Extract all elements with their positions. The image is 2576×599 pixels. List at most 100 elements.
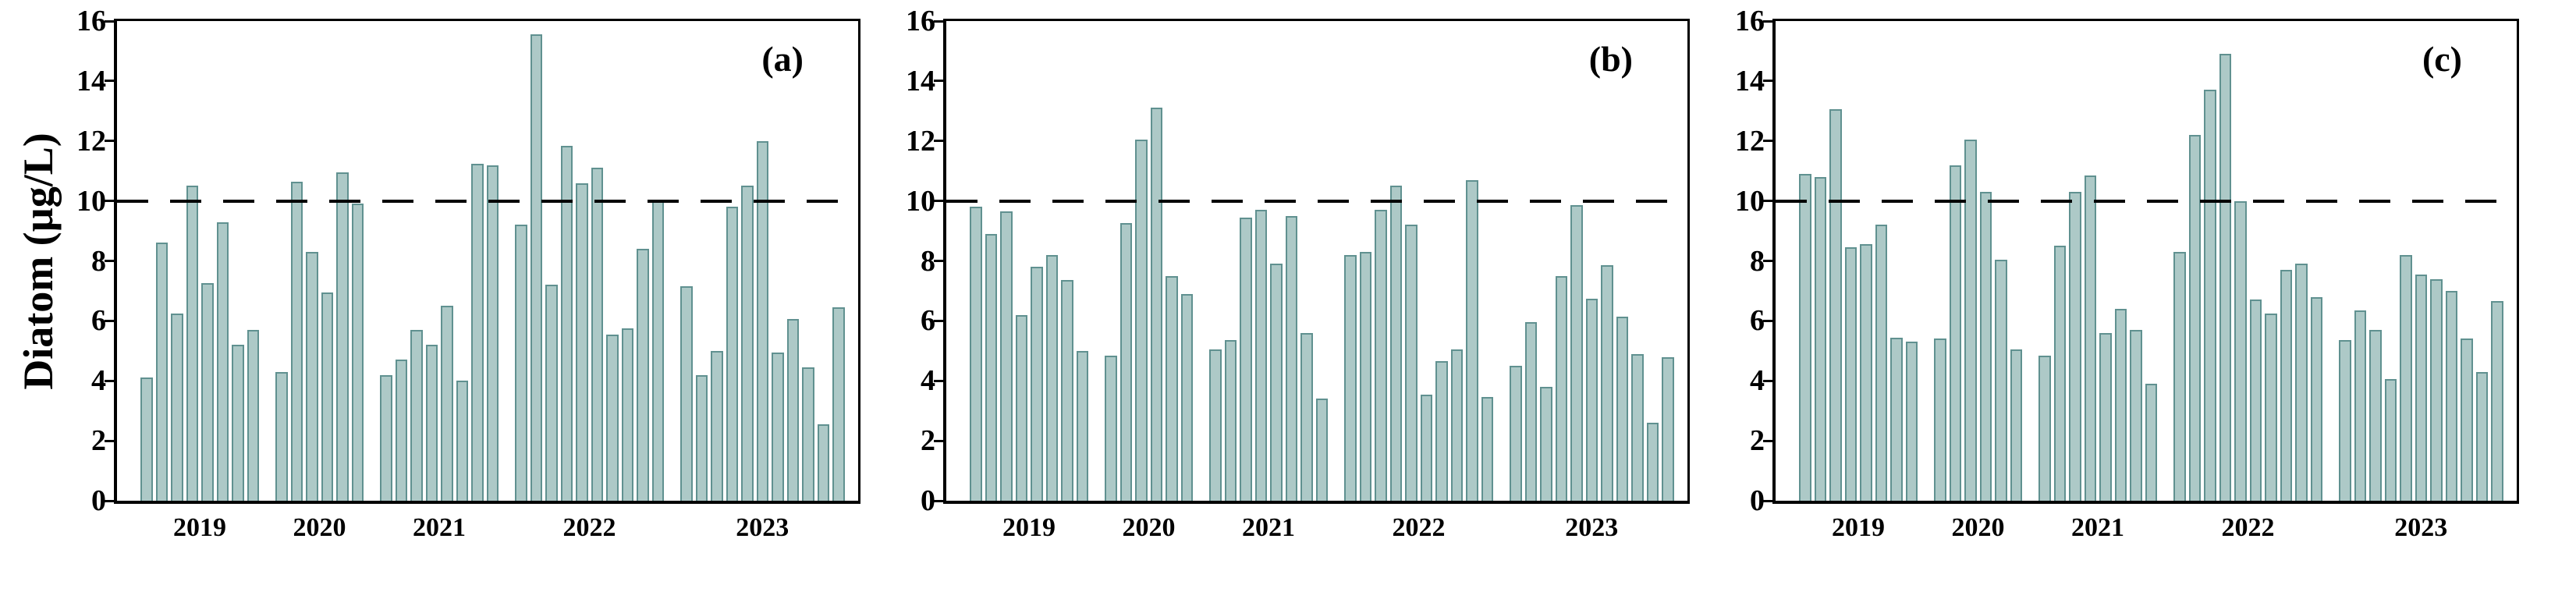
x-tick-label-2023: 2023 bbox=[736, 513, 789, 542]
y-tick-mark bbox=[1763, 379, 1772, 382]
bar-2021-1 bbox=[2038, 355, 2051, 501]
bar-2023-4 bbox=[1555, 275, 1567, 501]
x-tick-label-2019: 2019 bbox=[1832, 513, 1885, 542]
panel-c: 0 2 4 6 8 10 12 14 16 2019 2020 2021 2022 2023 (c) bbox=[1727, 6, 2519, 542]
bar-2023-9 bbox=[1631, 353, 1644, 501]
y-tick-mark bbox=[1763, 200, 1772, 203]
bar-2023-9 bbox=[802, 367, 814, 501]
bar-2022-3 bbox=[1375, 210, 1387, 501]
panel-label-b: (b) bbox=[1588, 39, 1633, 79]
bar-2019-1 bbox=[1799, 174, 1811, 501]
bar-2023-11 bbox=[832, 307, 845, 501]
bars-row: 2019 2020 2021 2022 2023 bbox=[1776, 21, 2517, 542]
bar-2022-2 bbox=[1359, 251, 1371, 501]
bar-2023-10 bbox=[2475, 371, 2488, 501]
y-tick-mark bbox=[1763, 140, 1772, 143]
panel-b: 0 2 4 6 8 10 12 14 16 2019 2020 2021 2022 2023 (b) bbox=[898, 6, 1690, 542]
plot-area-c: 2019 2020 2021 2022 2023 (c) bbox=[1763, 19, 2519, 542]
bar-2021-7 bbox=[2130, 329, 2142, 501]
x-tick-label-2020: 2020 bbox=[293, 513, 346, 542]
bar-2020-1 bbox=[1105, 355, 1117, 501]
y-tick-label: 4 bbox=[921, 364, 935, 398]
bar-2020-6 bbox=[351, 204, 364, 501]
y-tick-label: 4 bbox=[91, 364, 106, 398]
x-tick-label-2021: 2021 bbox=[1242, 513, 1295, 542]
bar-2019-7 bbox=[232, 345, 244, 501]
bar-2023-4 bbox=[726, 207, 738, 501]
bar-2022-10 bbox=[1481, 397, 1493, 501]
bar-2023-5 bbox=[741, 186, 754, 501]
y-tick-mark bbox=[934, 260, 943, 262]
bar-2020-6 bbox=[1180, 293, 1193, 501]
bar-2021-4 bbox=[425, 345, 438, 501]
bar-2020-4 bbox=[1979, 192, 1992, 501]
y-axis-ticks: 0 2 4 6 8 10 12 14 16 bbox=[1727, 6, 1772, 516]
bar-2019-8 bbox=[247, 329, 259, 501]
bar-2022-8 bbox=[1450, 349, 1463, 501]
bar-2023-2 bbox=[1524, 322, 1537, 501]
bar-2022-4 bbox=[2219, 54, 2231, 501]
bar-2019-2 bbox=[985, 233, 997, 501]
y-tick-label: 10 bbox=[1735, 184, 1765, 218]
bar-2021-6 bbox=[2114, 309, 2127, 501]
y-tick-label: 12 bbox=[76, 124, 106, 158]
y-tick-label: 4 bbox=[1750, 364, 1765, 398]
bar-2022-3 bbox=[2204, 90, 2216, 501]
bar-2021-7 bbox=[471, 163, 484, 501]
threshold-line bbox=[1776, 199, 2517, 203]
bar-2021-5 bbox=[441, 306, 453, 501]
bar-2021-3 bbox=[2069, 192, 2081, 501]
bar-2021-3 bbox=[1240, 217, 1252, 501]
bar-2022-5 bbox=[1405, 225, 1418, 501]
bar-2020-3 bbox=[1964, 139, 1977, 501]
bar-2019-6 bbox=[1875, 225, 1887, 501]
bar-group-2023: 2023 bbox=[1510, 21, 1674, 542]
bar-2020-1 bbox=[1934, 338, 1946, 501]
bar-2020-2 bbox=[1119, 223, 1132, 501]
bar-2019-5 bbox=[201, 283, 214, 501]
y-tick-mark bbox=[934, 19, 943, 23]
y-tick-label: 0 bbox=[91, 484, 106, 517]
y-tick-label: 6 bbox=[1750, 304, 1765, 338]
bar-2019-3 bbox=[1829, 109, 1842, 501]
bar-group-2020: 2020 bbox=[1934, 21, 2022, 542]
bar-2022-9 bbox=[2295, 264, 2308, 501]
y-tick-label: 14 bbox=[76, 64, 106, 97]
bar-2023-4 bbox=[2384, 379, 2397, 501]
bar-group-2019: 2019 bbox=[1799, 21, 1918, 542]
bar-2023-5 bbox=[2400, 254, 2412, 501]
bar-2023-3 bbox=[711, 350, 723, 501]
bar-2023-6 bbox=[756, 140, 768, 501]
bar-group-2019: 2019 bbox=[140, 21, 259, 542]
bar-group-2021: 2021 bbox=[2038, 21, 2157, 542]
y-tick-label: 6 bbox=[91, 304, 106, 338]
y-tick-mark bbox=[1763, 260, 1772, 262]
y-tick-label: 6 bbox=[921, 304, 935, 338]
bar-2022-6 bbox=[2249, 300, 2262, 501]
bar-2020-2 bbox=[290, 181, 303, 501]
bar-2020-6 bbox=[2010, 349, 2022, 501]
bar-2020-4 bbox=[321, 292, 333, 501]
plot-area-b: 2019 2020 2021 2022 2023 (b) bbox=[934, 19, 1690, 542]
bar-group-2023: 2023 bbox=[2339, 21, 2503, 542]
bar-2021-2 bbox=[1224, 340, 1237, 501]
x-tick-label-2022: 2022 bbox=[562, 513, 616, 542]
bar-group-2021: 2021 bbox=[1209, 21, 1328, 542]
bar-2023-9 bbox=[2461, 338, 2473, 501]
y-tick-mark bbox=[105, 140, 114, 143]
y-tick-label: 2 bbox=[91, 424, 106, 458]
y-tick-mark bbox=[105, 200, 114, 203]
bar-2022-1 bbox=[1344, 254, 1357, 501]
bar-2022-8 bbox=[621, 328, 633, 501]
bar-2021-4 bbox=[2084, 175, 2096, 501]
y-tick-label: 14 bbox=[1735, 64, 1765, 97]
bar-2021-1 bbox=[1209, 349, 1222, 501]
y-tick-mark bbox=[105, 260, 114, 262]
bar-2023-7 bbox=[1601, 265, 1613, 501]
y-tick-mark bbox=[105, 439, 114, 442]
bar-2022-7 bbox=[2265, 313, 2277, 501]
bars-row: 2019 2020 2021 2022 2023 bbox=[946, 21, 1687, 542]
bar-2022-5 bbox=[576, 183, 588, 501]
bar-2023-3 bbox=[2369, 329, 2382, 501]
y-axis-title-column: Diatom (µg/L) bbox=[8, 19, 69, 504]
